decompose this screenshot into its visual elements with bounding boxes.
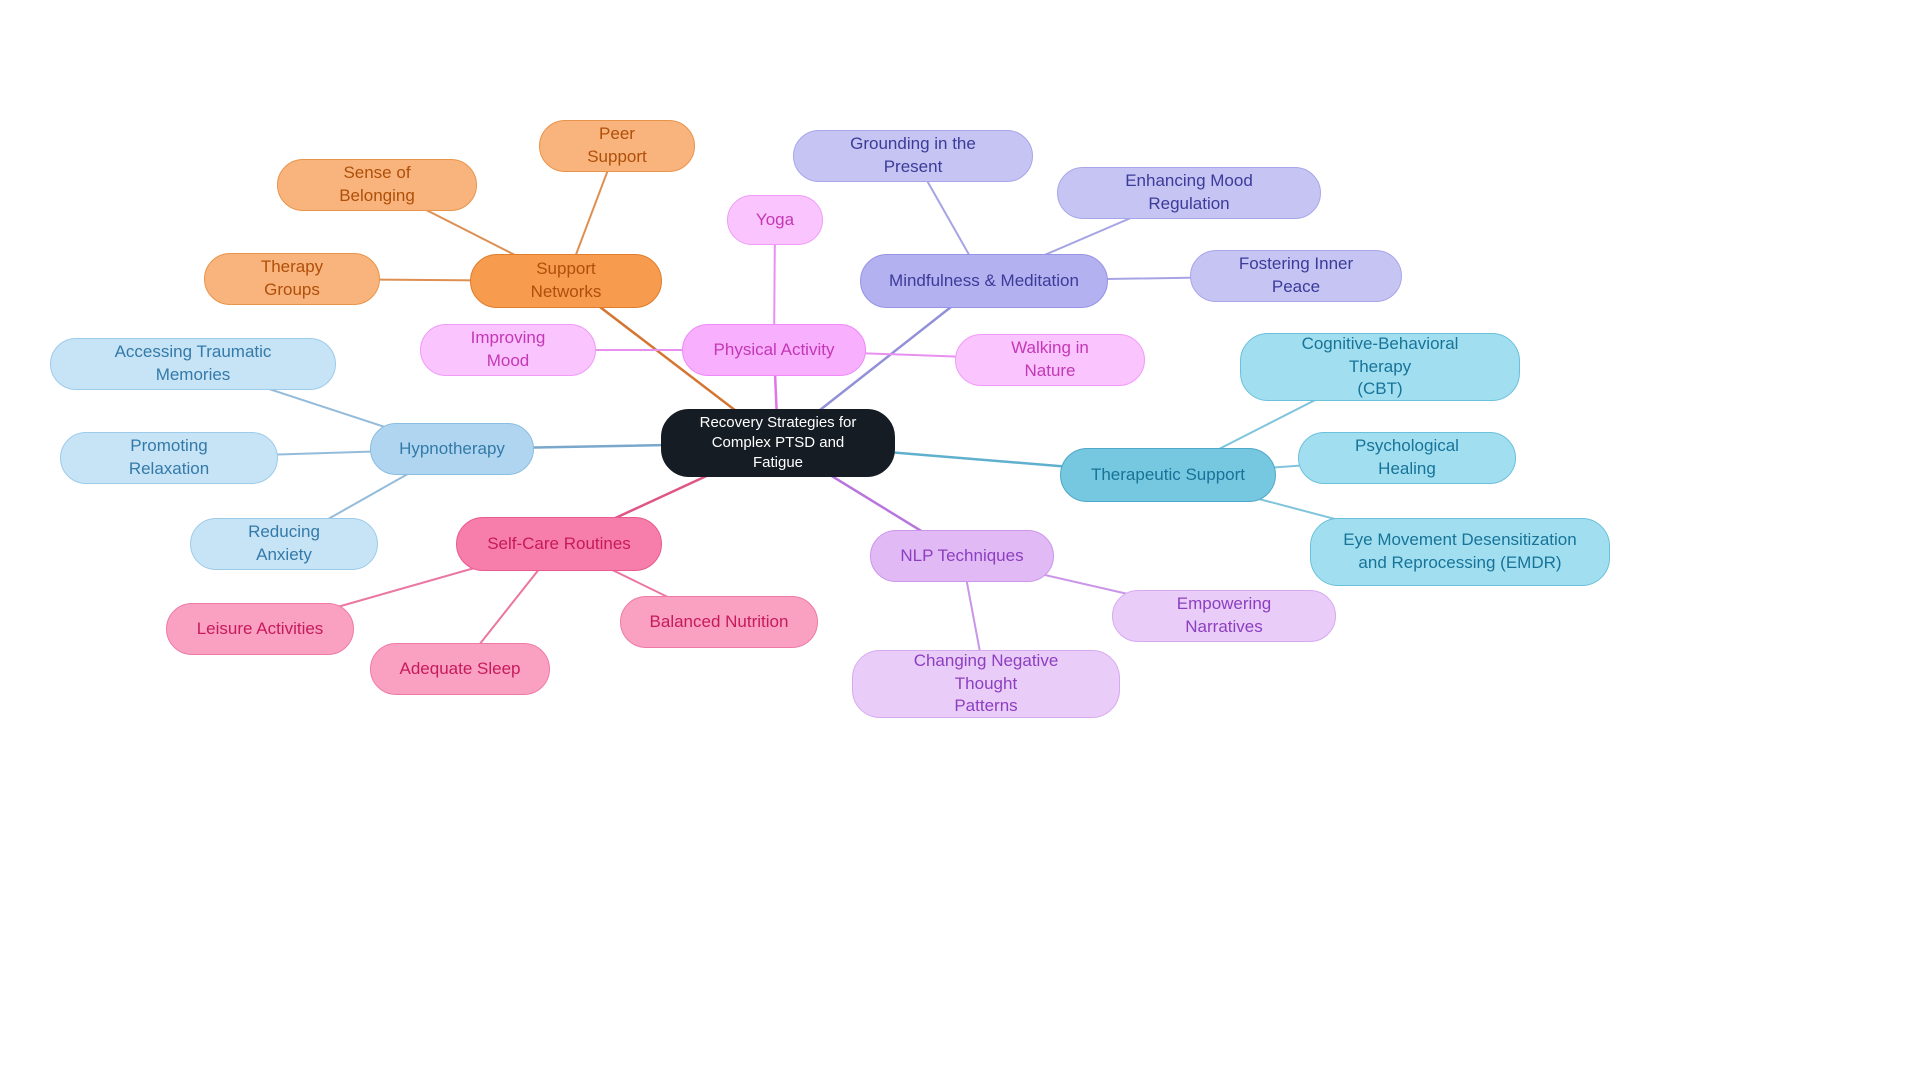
node-yoga: Yoga bbox=[727, 195, 823, 245]
node-peer: Peer Support bbox=[539, 120, 695, 172]
node-empowering: Empowering Narratives bbox=[1112, 590, 1336, 642]
node-hypno: Hypnotherapy bbox=[370, 423, 534, 475]
node-sleep: Adequate Sleep bbox=[370, 643, 550, 695]
node-psych_healing: Psychological Healing bbox=[1298, 432, 1516, 484]
node-nutrition: Balanced Nutrition bbox=[620, 596, 818, 648]
node-selfcare: Self-Care Routines bbox=[456, 517, 662, 571]
node-therapy_groups: Therapy Groups bbox=[204, 253, 380, 305]
node-support_net: Support Networks bbox=[470, 254, 662, 308]
node-trauma_mem: Accessing Traumatic Memories bbox=[50, 338, 336, 390]
node-root: Recovery Strategies for Complex PTSD and… bbox=[661, 409, 895, 477]
node-improving_mood: Improving Mood bbox=[420, 324, 596, 376]
node-relaxation: Promoting Relaxation bbox=[60, 432, 278, 484]
node-belonging: Sense of Belonging bbox=[277, 159, 477, 211]
node-reducing_anx: Reducing Anxiety bbox=[190, 518, 378, 570]
node-inner_peace: Fostering Inner Peace bbox=[1190, 250, 1402, 302]
node-walking: Walking in Nature bbox=[955, 334, 1145, 386]
node-emdr: Eye Movement Desensitization and Reproce… bbox=[1310, 518, 1610, 586]
node-cbt: Cognitive-Behavioral Therapy (CBT) bbox=[1240, 333, 1520, 401]
node-therapeutic: Therapeutic Support bbox=[1060, 448, 1276, 502]
node-mindfulness: Mindfulness & Meditation bbox=[860, 254, 1108, 308]
node-neg_patterns: Changing Negative Thought Patterns bbox=[852, 650, 1120, 718]
mindmap-canvas: Recovery Strategies for Complex PTSD and… bbox=[0, 0, 1920, 1083]
node-nlp: NLP Techniques bbox=[870, 530, 1054, 582]
node-mood_reg: Enhancing Mood Regulation bbox=[1057, 167, 1321, 219]
node-grounding: Grounding in the Present bbox=[793, 130, 1033, 182]
node-physical: Physical Activity bbox=[682, 324, 866, 376]
node-leisure: Leisure Activities bbox=[166, 603, 354, 655]
